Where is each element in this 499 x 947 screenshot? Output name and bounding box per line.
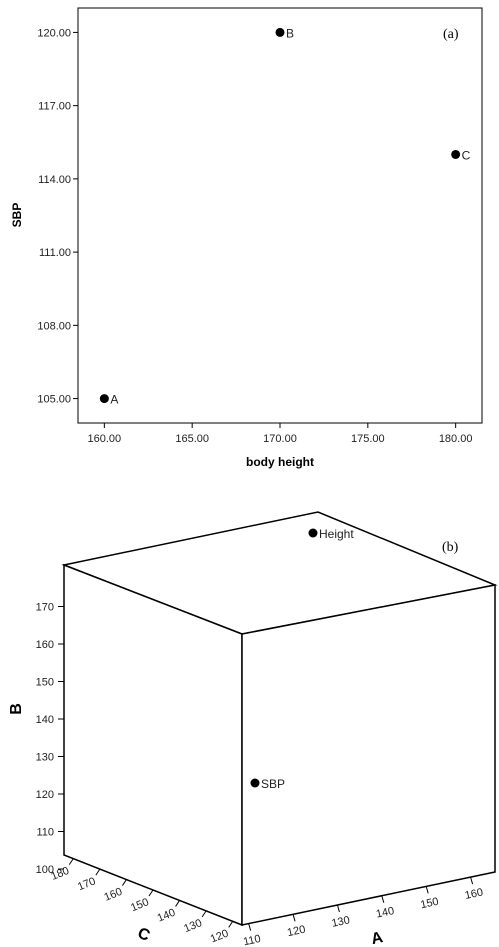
data-point-b xyxy=(275,27,285,37)
cube-right-face xyxy=(241,584,496,926)
y-axis-title-a: SBP xyxy=(10,203,24,228)
a-tick-mark xyxy=(470,876,474,885)
scatter-chart-a: 105.00 108.00 111.00 114.00 117.00 120.00 160… xyxy=(10,7,483,469)
c-tick-label: 140 xyxy=(156,907,178,925)
c-tick-mark xyxy=(175,900,180,907)
data-point-a xyxy=(99,394,109,404)
c-tick-label: 160 xyxy=(103,886,125,904)
y-tick-label: 105.00 xyxy=(37,394,71,406)
data-point-label: SBP xyxy=(261,777,285,791)
data-point-label: A xyxy=(110,393,118,407)
c-tick-label: 170 xyxy=(76,875,98,893)
c-tick-mark xyxy=(68,858,74,865)
plot-frame-a xyxy=(77,7,483,424)
b-axis-title: B xyxy=(8,703,25,715)
x-tick-label: 180.00 xyxy=(439,433,473,445)
data-points-a: A B C xyxy=(99,26,471,407)
data-point-c xyxy=(451,149,461,159)
data-point-label: C xyxy=(462,148,471,162)
data-point-sbp xyxy=(250,778,260,788)
c-tick-label: 150 xyxy=(129,896,151,914)
y-tick-label: 111.00 xyxy=(39,247,71,259)
a-tick-label: 140 xyxy=(375,905,395,921)
b-tick-label: 160 xyxy=(36,639,54,651)
x-tick-label: 175.00 xyxy=(351,433,385,445)
a-tick-label: 160 xyxy=(464,886,484,902)
a-tick-mark xyxy=(292,914,296,922)
b-tick-label: 140 xyxy=(36,714,54,726)
a-axis-title: A xyxy=(370,929,385,947)
data-points-b: Height SBP xyxy=(250,527,354,791)
a-tick-mark xyxy=(425,886,429,894)
a-tick-label: 130 xyxy=(331,914,351,930)
c-tick-mark xyxy=(228,921,234,928)
a-tick-mark xyxy=(381,895,385,903)
a-tick-mark xyxy=(248,923,252,931)
y-axis-ticks-a: 105.00 108.00 111.00 114.00 117.00 120.00 xyxy=(37,27,78,406)
a-axis-ticks: 110 120 130 140 150 160 xyxy=(242,876,484,947)
b-tick-label: 150 xyxy=(36,677,54,689)
a-tick-label: 120 xyxy=(286,924,306,940)
x-tick-label: 160.00 xyxy=(88,433,122,445)
panel-label-a: (a) xyxy=(443,27,459,42)
c-tick-mark xyxy=(122,879,127,886)
c-axis-title: C xyxy=(135,925,152,945)
c-tick-mark xyxy=(148,889,154,897)
c-tick-mark xyxy=(95,868,101,876)
b-tick-label: 100 xyxy=(36,864,54,876)
data-point-label: B xyxy=(286,26,294,40)
a-tick-label: 150 xyxy=(419,896,439,912)
b-axis-ticks: 100 110 120 130 140 150 160 170 xyxy=(36,602,64,876)
b-tick-label: 170 xyxy=(36,602,54,614)
data-point-height xyxy=(308,528,318,538)
y-tick-label: 117.00 xyxy=(38,101,71,113)
x-axis-title-a: body height xyxy=(246,455,314,469)
b-tick-label: 110 xyxy=(36,827,54,839)
x-tick-label: 170.00 xyxy=(263,433,297,445)
b-tick-label: 120 xyxy=(36,789,54,801)
a-tick-label: 110 xyxy=(242,933,262,947)
data-point-label: Height xyxy=(319,527,354,541)
b-tick-label: 130 xyxy=(36,752,54,764)
y-tick-label: 120.00 xyxy=(37,27,71,39)
c-tick-mark xyxy=(201,910,207,918)
panel-label-b: (b) xyxy=(442,540,459,555)
a-tick-mark xyxy=(336,904,340,913)
y-tick-label: 114.00 xyxy=(38,174,71,186)
c-tick-label: 120 xyxy=(209,928,231,946)
c-tick-label: 130 xyxy=(182,917,204,935)
x-axis-ticks-a: 160.00 165.00 170.00 175.00 180.00 xyxy=(88,423,473,445)
y-tick-label: 108.00 xyxy=(37,320,71,332)
x-tick-label: 165.00 xyxy=(175,433,209,445)
